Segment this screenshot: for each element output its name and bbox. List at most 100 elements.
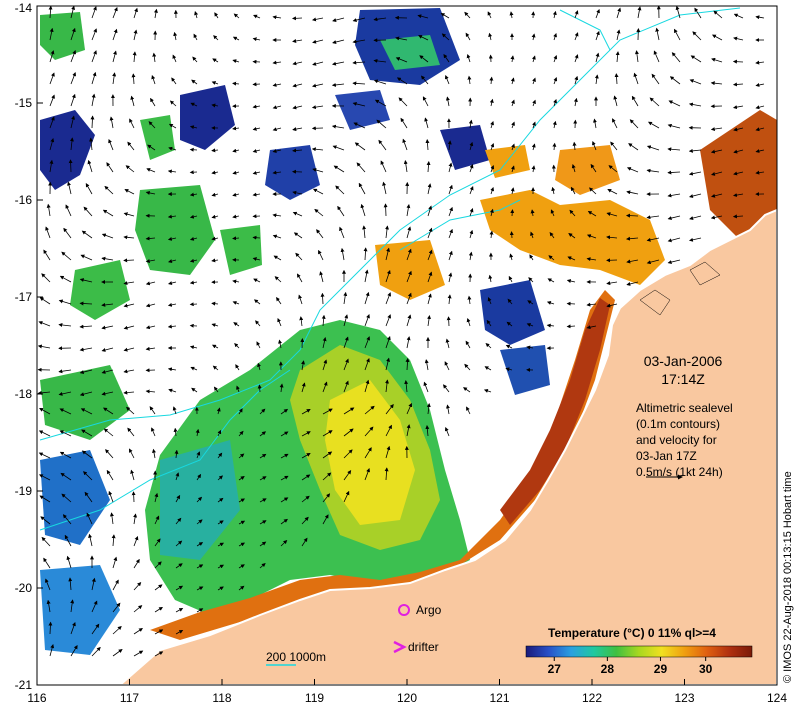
- velocity-arrow: [488, 274, 493, 283]
- info-desc-line-1: Altimetric sealevel: [636, 401, 733, 415]
- velocity-arrow: [70, 621, 76, 635]
- velocity-arrow: [272, 127, 282, 132]
- velocity-arrow: [80, 254, 93, 261]
- velocity-arrow: [490, 165, 495, 173]
- velocity-arrow: [648, 121, 660, 129]
- velocity-arrow: [59, 451, 72, 459]
- velocity-arrow: [193, 33, 198, 41]
- velocity-arrow: [87, 159, 93, 173]
- velocity-arrow: [711, 57, 723, 63]
- velocity-arrow: [70, 50, 77, 63]
- velocity-arrow: [668, 100, 681, 107]
- velocity-arrow: [58, 299, 72, 305]
- velocity-arrow: [49, 27, 54, 41]
- velocity-arrow: [614, 73, 619, 85]
- velocity-arrow: [667, 147, 681, 152]
- velocity-arrow: [147, 144, 156, 151]
- velocity-arrow: [612, 118, 618, 129]
- velocity-arrow: [531, 33, 536, 41]
- velocity-arrow: [606, 303, 618, 308]
- velocity-arrows: [37, 6, 765, 657]
- velocity-arrow: [511, 99, 515, 107]
- velocity-arrow: [212, 58, 219, 63]
- colorbar-tick-label-28: 28: [601, 662, 615, 676]
- velocity-arrow: [70, 645, 78, 657]
- velocity-arrow: [626, 281, 639, 286]
- velocity-arrow: [311, 147, 324, 152]
- velocity-arrow: [466, 317, 471, 327]
- velocity-arrow: [469, 164, 474, 173]
- velocity-arrow: [732, 214, 744, 219]
- lat-tick-label--21: -21: [15, 678, 33, 692]
- velocity-arrow: [38, 430, 51, 437]
- velocity-arrow: [108, 138, 114, 151]
- velocity-arrow: [448, 272, 453, 283]
- velocity-arrow: [510, 209, 515, 217]
- velocity-arrow: [610, 141, 618, 151]
- velocity-arrow: [447, 140, 452, 151]
- velocity-arrow: [154, 629, 164, 635]
- velocity-arrow: [364, 405, 375, 415]
- velocity-arrow: [594, 74, 599, 85]
- velocity-arrow: [59, 408, 72, 415]
- velocity-arrow: [573, 97, 578, 107]
- velocity-arrow: [331, 124, 345, 129]
- velocity-arrow: [427, 315, 432, 327]
- velocity-arrow: [373, 58, 387, 63]
- velocity-arrow: [468, 119, 473, 129]
- velocity-arrow: [252, 126, 261, 131]
- velocity-arrow: [531, 55, 536, 63]
- velocity-arrow: [274, 276, 282, 283]
- velocity-arrow: [191, 387, 198, 393]
- velocity-arrow: [363, 247, 368, 261]
- velocity-arrow: [168, 281, 177, 285]
- velocity-arrow: [172, 406, 177, 415]
- velocity-arrow: [235, 364, 240, 371]
- velocity-arrow: [272, 234, 282, 239]
- velocity-arrow: [352, 60, 366, 65]
- velocity-arrow: [196, 473, 202, 481]
- velocity-arrow: [508, 275, 513, 283]
- velocity-arrow: [111, 534, 116, 547]
- velocity-arrow: [448, 206, 453, 217]
- velocity-arrow: [67, 181, 72, 195]
- velocity-arrow: [467, 75, 472, 85]
- lat-tick-label--15: -15: [15, 96, 33, 110]
- velocity-arrow: [568, 233, 576, 239]
- land-mass: [118, 208, 777, 685]
- velocity-arrow: [133, 29, 138, 41]
- velocity-arrow: [675, 6, 681, 19]
- velocity-arrow: [49, 644, 55, 657]
- velocity-arrow: [427, 227, 433, 239]
- velocity-arrow: [280, 408, 289, 415]
- velocity-arrow: [532, 99, 536, 107]
- velocity-arrow: [259, 498, 267, 503]
- velocity-arrow: [364, 314, 370, 327]
- velocity-arrow: [112, 6, 118, 19]
- velocity-arrow: [68, 159, 73, 173]
- velocity-arrow: [468, 251, 473, 261]
- velocity-arrow: [238, 498, 245, 503]
- velocity-arrow: [272, 15, 282, 20]
- lon-tick-label-120: 120: [397, 691, 417, 705]
- velocity-arrow: [469, 141, 474, 151]
- velocity-arrow: [236, 385, 240, 393]
- velocity-arrow: [548, 255, 555, 261]
- velocity-arrow: [364, 269, 369, 283]
- velocity-arrow: [669, 76, 681, 85]
- velocity-arrow: [123, 235, 135, 240]
- velocity-arrow: [353, 122, 366, 129]
- velocity-arrow: [292, 190, 303, 195]
- velocity-arrow: [567, 256, 576, 261]
- velocity-arrow: [319, 271, 324, 283]
- velocity-arrow: [133, 582, 142, 591]
- velocity-arrow: [272, 82, 282, 87]
- info-desc-line-3: and velocity for: [636, 433, 717, 447]
- velocity-arrow: [238, 430, 244, 437]
- velocity-arrow: [167, 302, 177, 307]
- velocity-arrow: [217, 520, 224, 525]
- velocity-arrow: [79, 324, 93, 329]
- velocity-arrow: [626, 167, 639, 173]
- velocity-arrow: [318, 249, 324, 261]
- velocity-arrow: [253, 278, 261, 283]
